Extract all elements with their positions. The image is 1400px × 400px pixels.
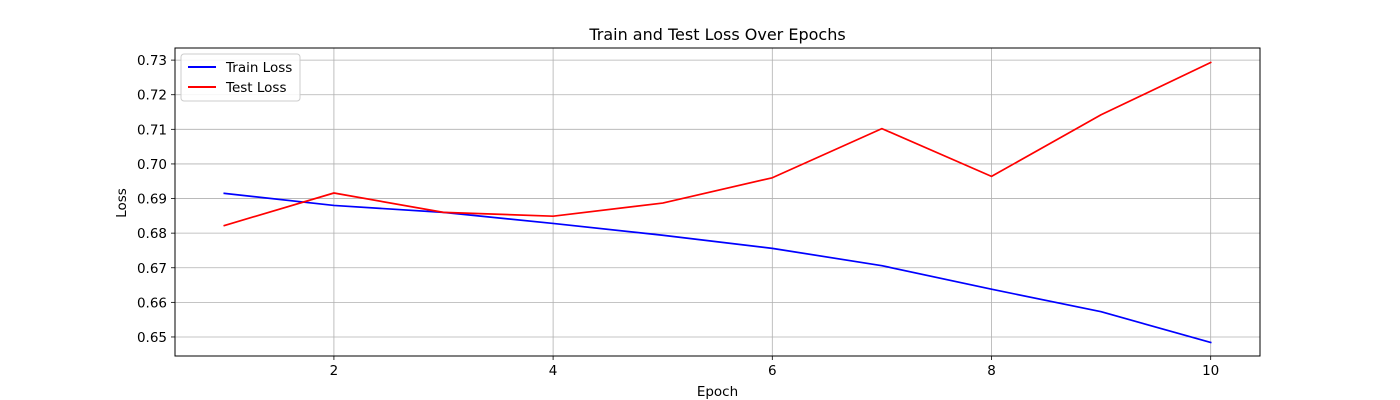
y-tick-label: 0.66 bbox=[137, 295, 167, 311]
legend-box bbox=[180, 53, 301, 102]
legend-label-test-loss: Test Loss bbox=[225, 80, 287, 96]
y-axis-ticks: 0.65 0.66 0.67 0.68 0.69 0.70 0.71 0.72 0.73 bbox=[137, 53, 175, 346]
y-tick-label: 0.67 bbox=[137, 261, 167, 277]
chart-title: Train and Test Loss Over Epochs bbox=[588, 25, 845, 44]
x-tick-label: 2 bbox=[330, 363, 339, 379]
x-tick-label: 6 bbox=[768, 363, 777, 379]
y-tick-label: 0.73 bbox=[137, 53, 167, 69]
y-axis-label: Loss bbox=[114, 188, 130, 218]
series-line-train-loss bbox=[223, 192, 1212, 344]
legend-label-train-loss: Train Loss bbox=[225, 60, 292, 76]
x-axis-ticks: 2 4 6 8 10 bbox=[330, 356, 1219, 379]
y-tick-label: 0.71 bbox=[137, 122, 167, 138]
series-lines bbox=[223, 61, 1212, 344]
x-tick-label: 4 bbox=[549, 363, 558, 379]
y-tick-label: 0.65 bbox=[137, 330, 167, 346]
y-tick-label: 0.69 bbox=[137, 192, 167, 208]
x-tick-label: 8 bbox=[987, 363, 996, 379]
x-tick-label: 10 bbox=[1202, 363, 1219, 379]
grid bbox=[175, 48, 1260, 356]
x-axis-label: Epoch bbox=[697, 384, 738, 400]
plot-frame bbox=[174, 47, 1261, 357]
series-line-test-loss bbox=[223, 61, 1212, 227]
y-tick-label: 0.70 bbox=[137, 157, 167, 173]
y-tick-label: 0.68 bbox=[137, 226, 167, 242]
legend: Train Loss Test Loss bbox=[180, 53, 301, 102]
y-tick-label: 0.72 bbox=[137, 88, 167, 104]
